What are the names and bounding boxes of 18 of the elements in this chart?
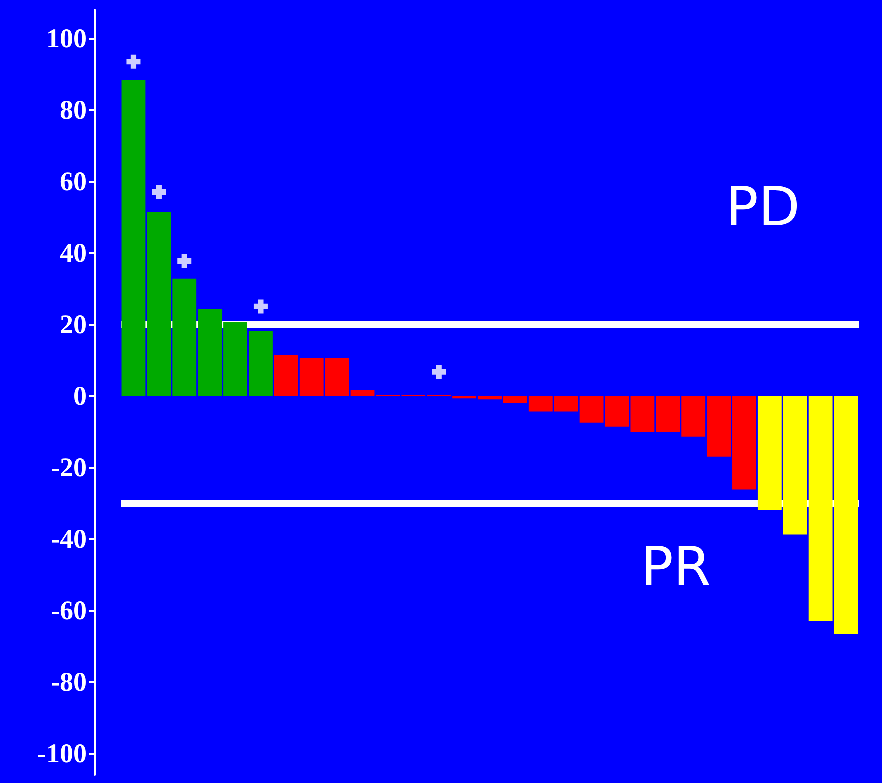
y-tick-label: -60 (51, 596, 87, 626)
y-tick-label: 0 (74, 381, 87, 412)
y-tick-label: -80 (51, 667, 87, 698)
y-tick-label: 60 (60, 166, 87, 197)
point (432, 365, 446, 380)
point (126, 54, 141, 69)
y-tick-label: 20 (60, 310, 87, 340)
annotation: PR (641, 536, 712, 598)
point (152, 185, 166, 200)
y-tick-label: 100 (46, 24, 87, 54)
point (254, 300, 268, 314)
y-tick-label: -40 (51, 524, 87, 554)
y-tick-label: -100 (38, 738, 87, 769)
annotation: PD (726, 176, 800, 238)
y-tick-label: -20 (51, 452, 87, 483)
y-tick-label: 40 (60, 238, 87, 268)
point (178, 254, 192, 268)
y-tick-label: 80 (60, 95, 87, 126)
